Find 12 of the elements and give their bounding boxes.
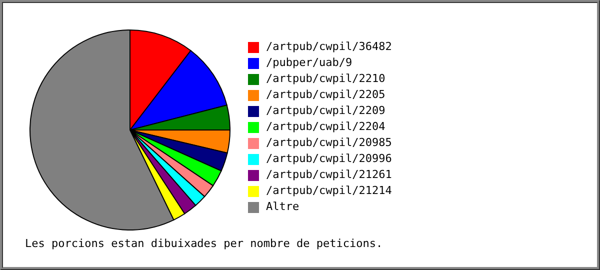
legend-label: /artpub/cwpil/2204 [266,119,386,135]
legend-label: /artpub/cwpil/2210 [266,71,386,87]
legend-label: /artpub/cwpil/2205 [266,87,386,103]
legend-label: /artpub/cwpil/20985 [266,135,392,151]
text: Les porcions estan dibuixades per nombre de peticions. [25,237,383,250]
legend-label: /artpub/cwpil/20996 [266,151,392,167]
legend-label: /artpub/cwpil/36482 [266,39,392,55]
legend-label: /artpub/cwpil/21214 [266,183,392,199]
legend-label: Altre [266,199,300,215]
legend-label: /pubper/uab/9 [266,55,352,71]
legend-label: /artpub/cwpil/2209 [266,103,386,119]
legend-label: /artpub/cwpil/21261 [266,167,392,183]
